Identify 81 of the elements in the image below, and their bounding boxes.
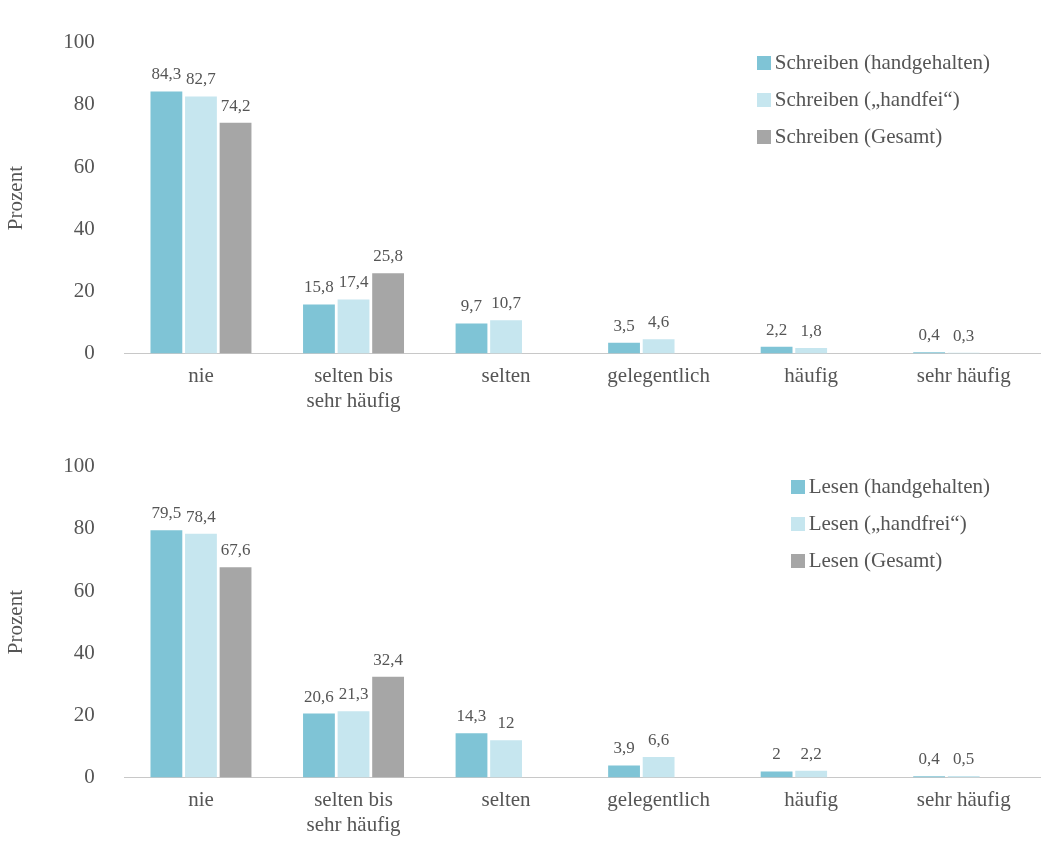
data-label: 15,8 [304, 277, 334, 297]
data-label: 84,3 [151, 64, 182, 84]
x-tick-label: sehr häufig [916, 362, 1012, 387]
data-label: 0,3 [953, 325, 975, 345]
x-tick-label: sehr häufig [916, 786, 1012, 811]
data-label: 25,8 [373, 246, 403, 266]
bar [303, 304, 335, 354]
bar [795, 348, 828, 354]
bar [372, 676, 405, 778]
x-tick-label: häufig [784, 786, 839, 811]
data-label: 17,4 [338, 272, 369, 292]
data-label: 74,2 [220, 95, 251, 115]
y-tick-label: 100 [63, 453, 95, 478]
y-tick-label: 80 [73, 515, 95, 540]
data-label: 20,6 [304, 686, 334, 706]
y-tick-label: 40 [73, 215, 95, 240]
bar [150, 91, 183, 354]
x-tick-label: gelegentlich [607, 362, 711, 387]
data-label: 6,6 [648, 730, 670, 750]
legend-label: Lesen (Gesamt) [808, 548, 943, 573]
data-label: 2,2 [765, 319, 788, 339]
bar [219, 567, 252, 778]
x-tick-label: selten [481, 362, 532, 387]
bar [642, 339, 675, 354]
legend-label: Lesen („handfrei“) [808, 511, 967, 536]
bar [490, 320, 522, 354]
y-tick-label: 20 [73, 277, 95, 302]
data-label: 9,7 [460, 296, 483, 316]
legend-label: Schreiben (Gesamt) [774, 124, 943, 149]
legend-label: Lesen (handgehalten) [808, 474, 990, 499]
data-label: 78,4 [186, 506, 217, 526]
bar [185, 533, 217, 778]
x-tick-label: selten bis sehr häufig [306, 362, 401, 412]
y-tick-label: 80 [73, 91, 95, 116]
x-tick-label: selten bis sehr häufig [306, 786, 401, 836]
y-tick-label: 0 [84, 764, 95, 789]
bar [455, 733, 488, 778]
x-tick-label: häufig [784, 362, 839, 387]
y-axis-title: Prozent [3, 165, 28, 231]
x-tick-label: gelegentlich [607, 786, 711, 811]
bar [337, 711, 370, 778]
y-tick-label: 20 [73, 701, 95, 726]
bar [219, 122, 252, 354]
data-label: 4,6 [648, 312, 670, 332]
data-label: 0,4 [918, 749, 941, 769]
data-label: 0,5 [953, 749, 975, 769]
legend-label: Schreiben („handfei“) [774, 87, 960, 112]
x-tick-label: nie [188, 786, 214, 811]
bar [608, 342, 640, 354]
data-label: 1,8 [800, 320, 822, 340]
y-tick-label: 100 [63, 29, 95, 54]
bar [760, 771, 793, 778]
y-axis-title: Prozent [3, 589, 28, 655]
y-tick-label: 60 [73, 153, 95, 178]
data-label: 12 [497, 713, 515, 733]
data-label: 3,9 [613, 738, 635, 758]
data-label: 79,5 [151, 503, 182, 523]
bar [455, 323, 488, 354]
data-label: 2,2 [800, 743, 822, 763]
bar [303, 713, 335, 778]
data-label: 2 [772, 744, 781, 764]
data-label: 14,3 [456, 706, 487, 726]
bar [185, 96, 217, 354]
data-label: 10,7 [491, 293, 522, 313]
bar [337, 299, 370, 354]
bar [372, 273, 405, 354]
data-label: 82,7 [186, 69, 217, 89]
bar [150, 530, 183, 778]
data-label: 21,3 [338, 684, 369, 704]
data-label: 67,6 [220, 540, 251, 560]
bar [490, 740, 522, 778]
y-tick-label: 40 [73, 639, 95, 664]
y-tick-label: 0 [84, 340, 95, 365]
y-tick-label: 60 [73, 577, 95, 602]
x-tick-label: nie [188, 362, 214, 387]
bar [608, 765, 640, 778]
legend-label: Schreiben (handgehalten) [774, 50, 990, 75]
data-label: 0,4 [918, 325, 941, 345]
data-label: 32,4 [373, 649, 404, 669]
data-label: 3,5 [613, 315, 635, 335]
x-tick-label: selten [481, 786, 532, 811]
